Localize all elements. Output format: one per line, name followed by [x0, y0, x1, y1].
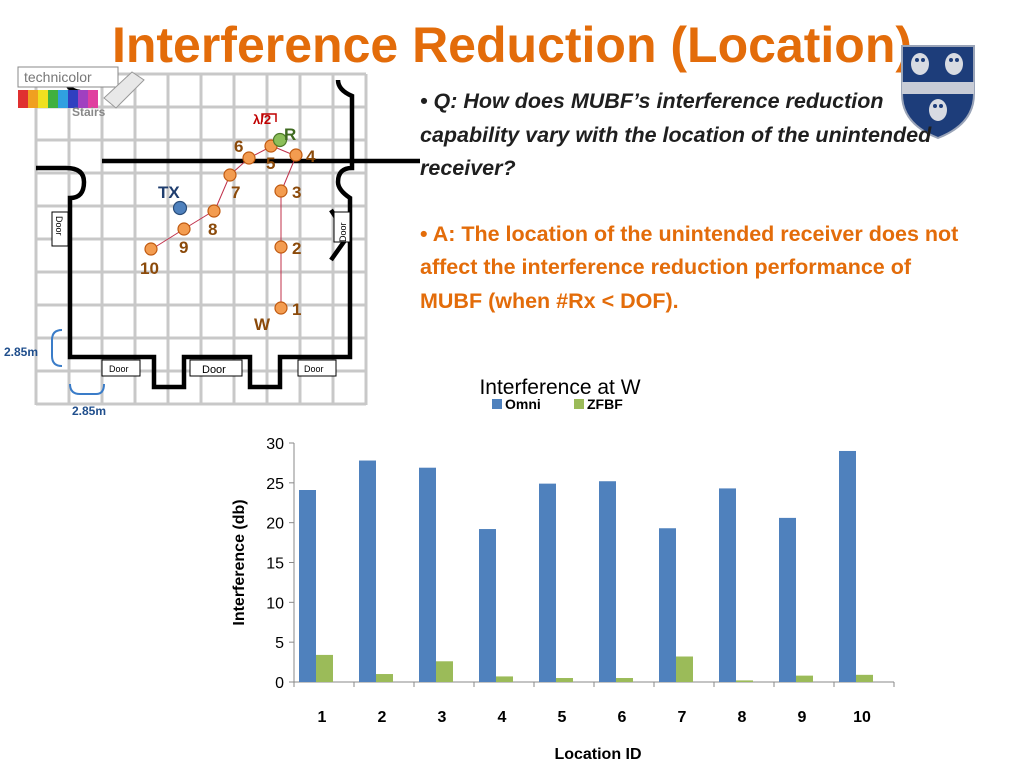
slide-title: Interference Reduction (Location) [111, 17, 913, 73]
bar-omni-3 [419, 467, 436, 682]
receiver-r-label: R [284, 125, 296, 144]
x-tick-label: 8 [738, 709, 747, 726]
rice-university-crest [901, 45, 975, 140]
location-label-7: 7 [231, 183, 240, 202]
chart-title: Interference at W [479, 376, 640, 399]
y-tick-label: 15 [266, 556, 284, 573]
y-tick-label: 30 [266, 436, 284, 453]
bar-zfbf-6 [616, 678, 633, 682]
bar-zfbf-7 [676, 656, 693, 682]
y-tick-label: 10 [266, 595, 284, 612]
wavelength-bracket [261, 113, 277, 122]
stairs-label: Stairs [72, 105, 106, 119]
x-tick-label: 6 [618, 709, 627, 726]
legend-label-zfbf: ZFBF [587, 396, 623, 412]
floor-plan-diagram: Door Door Door Door Door technicolor Sta… [4, 66, 420, 418]
door-right [333, 211, 351, 243]
bar-zfbf-8 [736, 680, 753, 682]
y-tick-label: 25 [266, 476, 284, 493]
door-bottom-middle [189, 359, 243, 377]
location-point-2 [274, 240, 288, 254]
bar-zfbf-3 [436, 661, 453, 682]
door-label-bottom-middle: Door [202, 364, 226, 376]
legend-swatch-zfbf [574, 399, 584, 409]
bar-omni-9 [779, 517, 796, 682]
door-bottom-right [297, 359, 337, 377]
transmitter-tx-label: TX [158, 183, 180, 202]
bar-omni-8 [719, 488, 736, 682]
door-label-right: Door [338, 222, 348, 242]
door-label-bottom-left: Door [109, 364, 129, 374]
bar-omni-5 [539, 483, 556, 682]
location-point-4 [289, 148, 303, 162]
location-label-1: 1 [292, 300, 301, 319]
bar-omni-10 [839, 450, 856, 682]
x-axis-label: Location ID [554, 746, 641, 763]
y-tick-label: 20 [266, 516, 284, 533]
x-tick-label: 5 [558, 709, 567, 726]
y-axis-label: Interference (db) [231, 499, 248, 625]
x-tick-label: 10 [853, 709, 871, 726]
location-point-9 [177, 222, 191, 236]
location-label-8: 8 [208, 220, 217, 239]
bar-zfbf-1 [316, 654, 333, 682]
scale-bracket-vertical [51, 329, 63, 367]
location-label-6: 6 [234, 137, 243, 156]
svg-text:technicolor: technicolor [24, 69, 92, 85]
scale-label-vertical: 2.85m [4, 345, 38, 359]
w-label: W [254, 315, 271, 334]
x-tick-label: 3 [438, 709, 447, 726]
bar-omni-1 [299, 490, 316, 682]
bar-omni-2 [359, 460, 376, 682]
location-points [144, 139, 303, 315]
location-point-10 [144, 242, 158, 256]
wavelength-label: λ/2 [253, 112, 271, 127]
floor-grid [34, 72, 368, 406]
location-label-4: 4 [306, 147, 316, 166]
location-point-6 [242, 151, 256, 165]
x-tick-label: 7 [678, 709, 687, 726]
location-label-10: 10 [140, 259, 159, 278]
x-tick-label: 9 [798, 709, 807, 726]
door-bottom-left [101, 359, 141, 377]
bar-zfbf-2 [376, 674, 393, 682]
walls [36, 74, 420, 390]
bar-zfbf-5 [556, 678, 573, 682]
technicolor-logo: technicolor [17, 66, 119, 108]
location-label-9: 9 [179, 238, 188, 257]
door-group: Door Door Door Door Door [51, 211, 351, 377]
bar-zfbf-10 [856, 674, 873, 682]
transmitter-tx-point [172, 200, 188, 216]
x-tick-label: 2 [378, 709, 387, 726]
location-point-3 [274, 184, 288, 198]
y-tick-label: 5 [275, 635, 284, 652]
scale-label-horizontal: 2.85m [72, 404, 106, 418]
receiver-r-point [272, 132, 288, 148]
location-label-3: 3 [292, 183, 301, 202]
bar-omni-6 [599, 481, 616, 682]
door-label-bottom-right: Door [304, 364, 324, 374]
legend-label-omni: Omni [505, 396, 541, 412]
bar-zfbf-4 [496, 676, 513, 682]
location-point-7 [223, 168, 237, 182]
door-left [51, 211, 69, 247]
y-tick-label: 0 [275, 675, 284, 692]
legend-swatch-omni [492, 399, 502, 409]
x-tick-label: 4 [498, 709, 507, 726]
bar-omni-7 [659, 528, 676, 682]
question-bullet: • Q: How does MUBF’s interference reduct… [420, 89, 932, 180]
location-point-8 [207, 204, 221, 218]
x-tick-label: 1 [318, 709, 327, 726]
bullet-text-block: • Q: How does MUBF’s interference reduct… [420, 85, 960, 318]
answer-bullet: • A: The location of the unintended rece… [420, 221, 959, 313]
scale-bracket-horizontal [69, 383, 105, 395]
location-label-2: 2 [292, 239, 301, 258]
location-point-1 [274, 301, 288, 315]
door-label-left: Door [54, 216, 64, 236]
bar-zfbf-9 [796, 675, 813, 682]
location-label-5: 5 [266, 154, 275, 173]
bar-omni-4 [479, 529, 496, 682]
